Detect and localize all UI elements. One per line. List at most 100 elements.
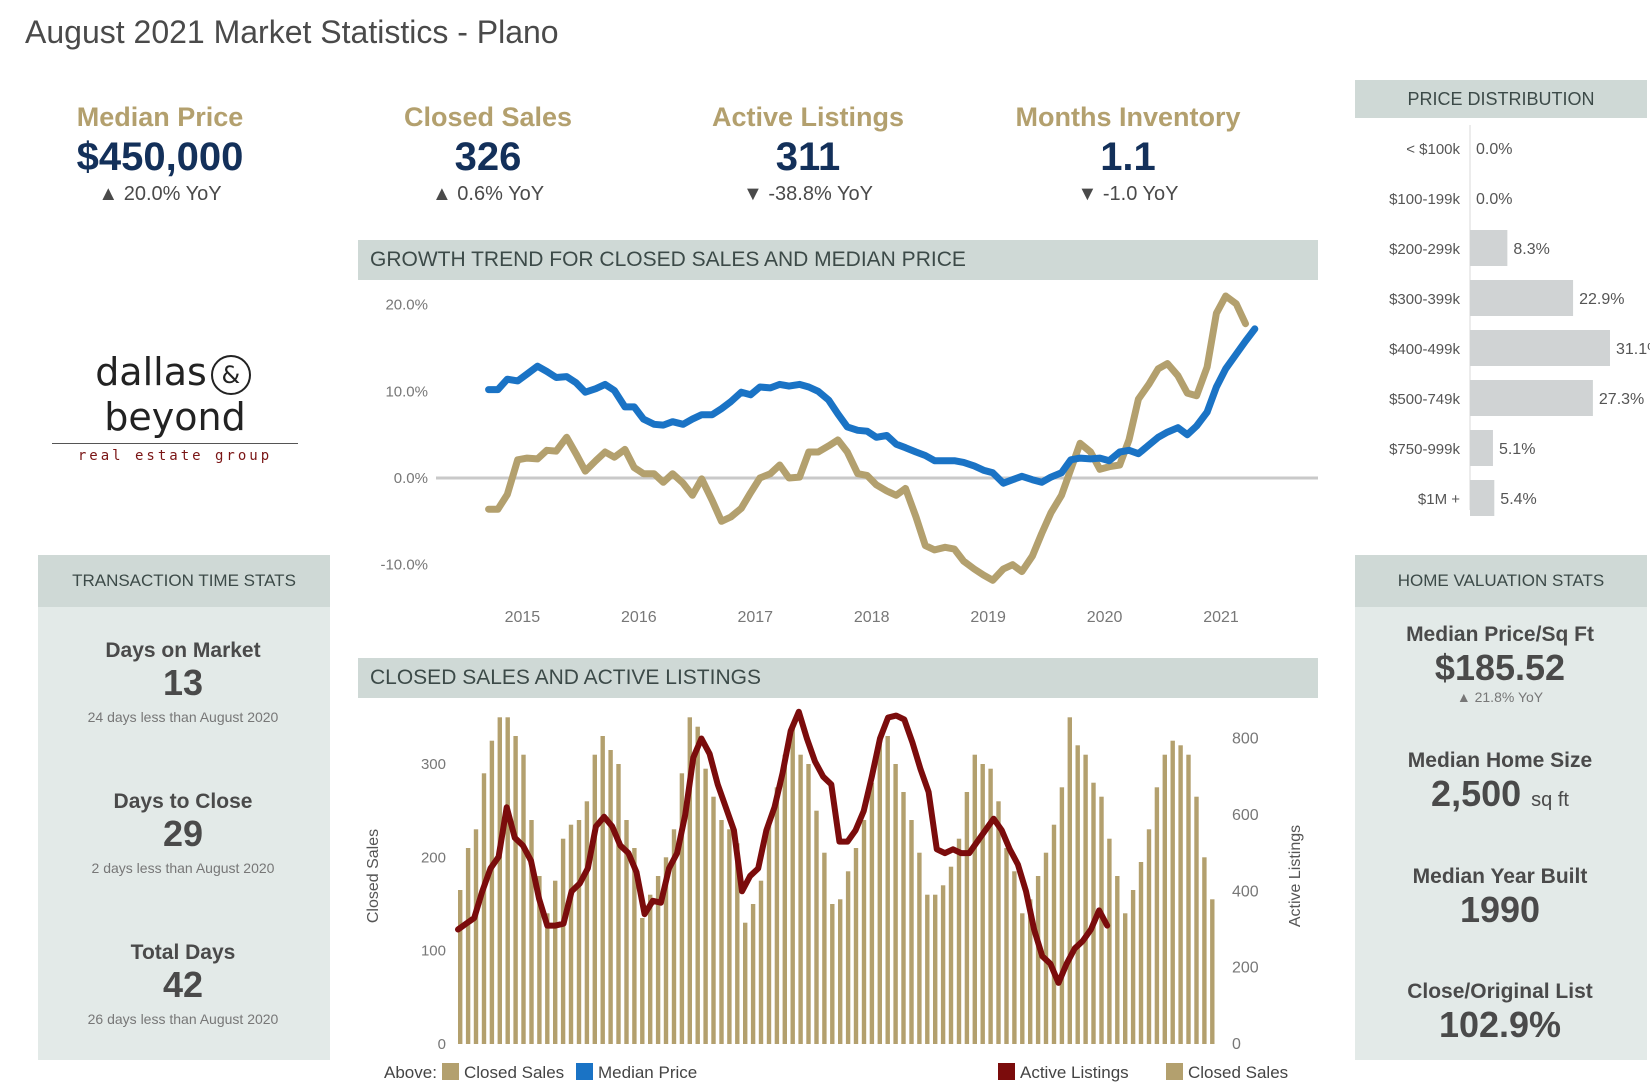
category-label: < $100k	[1406, 141, 1460, 158]
closed-sales-bar	[790, 726, 795, 1044]
kpi-yoy: ▲ 0.6% YoY	[431, 183, 545, 205]
kpi-yoy: ▼ -38.8% YoY	[743, 183, 873, 205]
kpi-yoy: ▲ 20.0% YoY	[98, 183, 222, 205]
closed-sales-bar	[845, 871, 851, 1044]
closed-sales-bar	[988, 768, 993, 1044]
kpi-label: Months Inventory	[1015, 102, 1241, 132]
closed-sales-bar	[513, 736, 518, 1044]
bar	[1470, 330, 1610, 366]
closed-sales-bar	[1107, 838, 1112, 1044]
panel-title: TRANSACTION TIME STATS	[38, 555, 330, 607]
stat-value: 2,500 sq ft	[1355, 773, 1645, 821]
stat-year-built: Median Year Built 1990	[1355, 865, 1645, 931]
y2-tick-label: 0	[1232, 1036, 1241, 1053]
x-tick-label: 2016	[621, 609, 657, 626]
legend-label: Active Listings	[1020, 1063, 1129, 1082]
growth-trend-title: GROWTH TREND FOR CLOSED SALES AND MEDIAN…	[358, 240, 1318, 280]
active-listings-line	[455, 708, 1111, 986]
value-label: 5.4%	[1500, 491, 1536, 508]
stat-close-original: Close/Original List 102.9%	[1355, 980, 1645, 1046]
closed-sales-bar	[473, 829, 479, 1044]
closed-sales-bar	[758, 880, 764, 1044]
stat-price-per-sqft: Median Price/Sq Ft $185.52 ▲ 21.8% YoY	[1355, 623, 1645, 705]
value-label: 22.9%	[1579, 291, 1624, 308]
legend-swatch-closed-sales	[442, 1063, 459, 1080]
kpi-label: Active Listings	[711, 102, 905, 132]
logo-tagline: real estate group	[77, 447, 273, 464]
page-title: August 2021 Market Statistics - Plano	[25, 14, 559, 50]
closed-sales-bar	[1035, 876, 1041, 1044]
closed-sales-bar	[584, 801, 590, 1044]
y-tick-label: 100	[421, 943, 446, 960]
closed-sales-bar	[576, 820, 582, 1044]
kpi-value: 1.1	[1100, 135, 1156, 179]
closed-sales-bar	[632, 848, 637, 1044]
legend-swatch-active-listings	[998, 1063, 1015, 1080]
stat-value: 29	[162, 813, 204, 854]
kpi-label: Median Price	[76, 102, 244, 132]
y-tick-label: -10.0%	[380, 557, 428, 574]
value-label: 8.3%	[1513, 241, 1549, 258]
x-tick-label: 2015	[505, 609, 541, 626]
closed-sales-bar	[537, 876, 542, 1044]
closed-sales-bar	[1170, 740, 1175, 1044]
kpi-value: $450,000	[76, 135, 244, 179]
x-tick-label: 2018	[854, 609, 890, 626]
closed-sales-bar	[1130, 890, 1136, 1044]
closed-sales-bar	[719, 820, 724, 1044]
closed-sales-bar	[655, 876, 661, 1044]
closed-sales-bar	[909, 820, 914, 1044]
stat-days-to-close: Days to Close 29 2 days less than August…	[38, 790, 328, 876]
logo-ampersand: &	[210, 354, 251, 395]
value-label: 0.0%	[1476, 141, 1512, 158]
closed-sales-bar	[553, 880, 558, 1044]
closed-sales-bar	[1091, 782, 1096, 1044]
closed-sales-bar	[901, 792, 906, 1044]
kpi-active-listings: Active Listings 311 ▼ -38.8% YoY	[678, 102, 938, 206]
category-label: $500-749k	[1389, 391, 1460, 408]
closed-sales-bar	[648, 894, 653, 1044]
closed-sales-bar	[956, 838, 962, 1044]
kpi-closed-sales: Closed Sales 326 ▲ 0.6% YoY	[358, 102, 618, 206]
closed-sales-line	[485, 292, 1249, 584]
x-tick-label: 2017	[737, 609, 773, 626]
stat-number: 2,500	[1431, 773, 1522, 814]
closed-sales-bar	[465, 848, 471, 1044]
closed-sales-bar	[893, 764, 898, 1044]
closed-sales-bar	[568, 824, 574, 1044]
logo-word-right: beyond	[104, 394, 246, 439]
stat-value: $185.52	[1434, 647, 1566, 688]
stat-note: 26 days less than August 2020	[87, 1011, 279, 1027]
kpi-label: Closed Sales	[403, 102, 573, 132]
closed-sales-bar	[750, 904, 756, 1044]
closed-sales-bar	[1194, 796, 1199, 1044]
y-tick-label: 200	[421, 849, 446, 866]
closed-sales-bar	[822, 852, 827, 1044]
closed-sales-bar	[545, 913, 550, 1044]
closed-sales-bar	[505, 717, 510, 1044]
closed-sales-bar	[877, 740, 882, 1044]
closed-sales-bar	[727, 829, 732, 1044]
closed-sales-bar	[838, 899, 843, 1044]
closed-sales-bar	[1083, 754, 1088, 1044]
closed-sales-bar	[497, 717, 502, 1044]
closed-sales-bar	[1012, 871, 1017, 1044]
closed-sales-bar	[1051, 824, 1057, 1044]
closed-sales-bar	[1162, 754, 1167, 1044]
logo-wordmark: dallas &beyond	[40, 350, 310, 439]
x-tick-label: 2020	[1087, 609, 1123, 626]
closed-sales-bar	[948, 866, 954, 1044]
closed-sales-bar	[1186, 754, 1191, 1044]
logo-word-left: dallas	[95, 350, 207, 394]
closed-sales-bar	[560, 838, 566, 1044]
closed-sales-bar	[529, 820, 534, 1044]
y-tick-label: 0.0%	[394, 470, 428, 487]
logo-rule	[52, 442, 298, 444]
price-distribution-chart: < $100k 0.0% $100-199k 0.0% $200-299k 8.3% $30…	[1389, 125, 1650, 516]
closed-sales-bar	[814, 810, 819, 1044]
closed-sales-bar	[972, 754, 977, 1044]
category-label: $750-999k	[1389, 441, 1460, 458]
closed-sales-bar	[1210, 899, 1215, 1044]
brand-logo: dallas &beyond real estate group	[40, 350, 310, 464]
closed-sales-bar	[774, 787, 780, 1044]
